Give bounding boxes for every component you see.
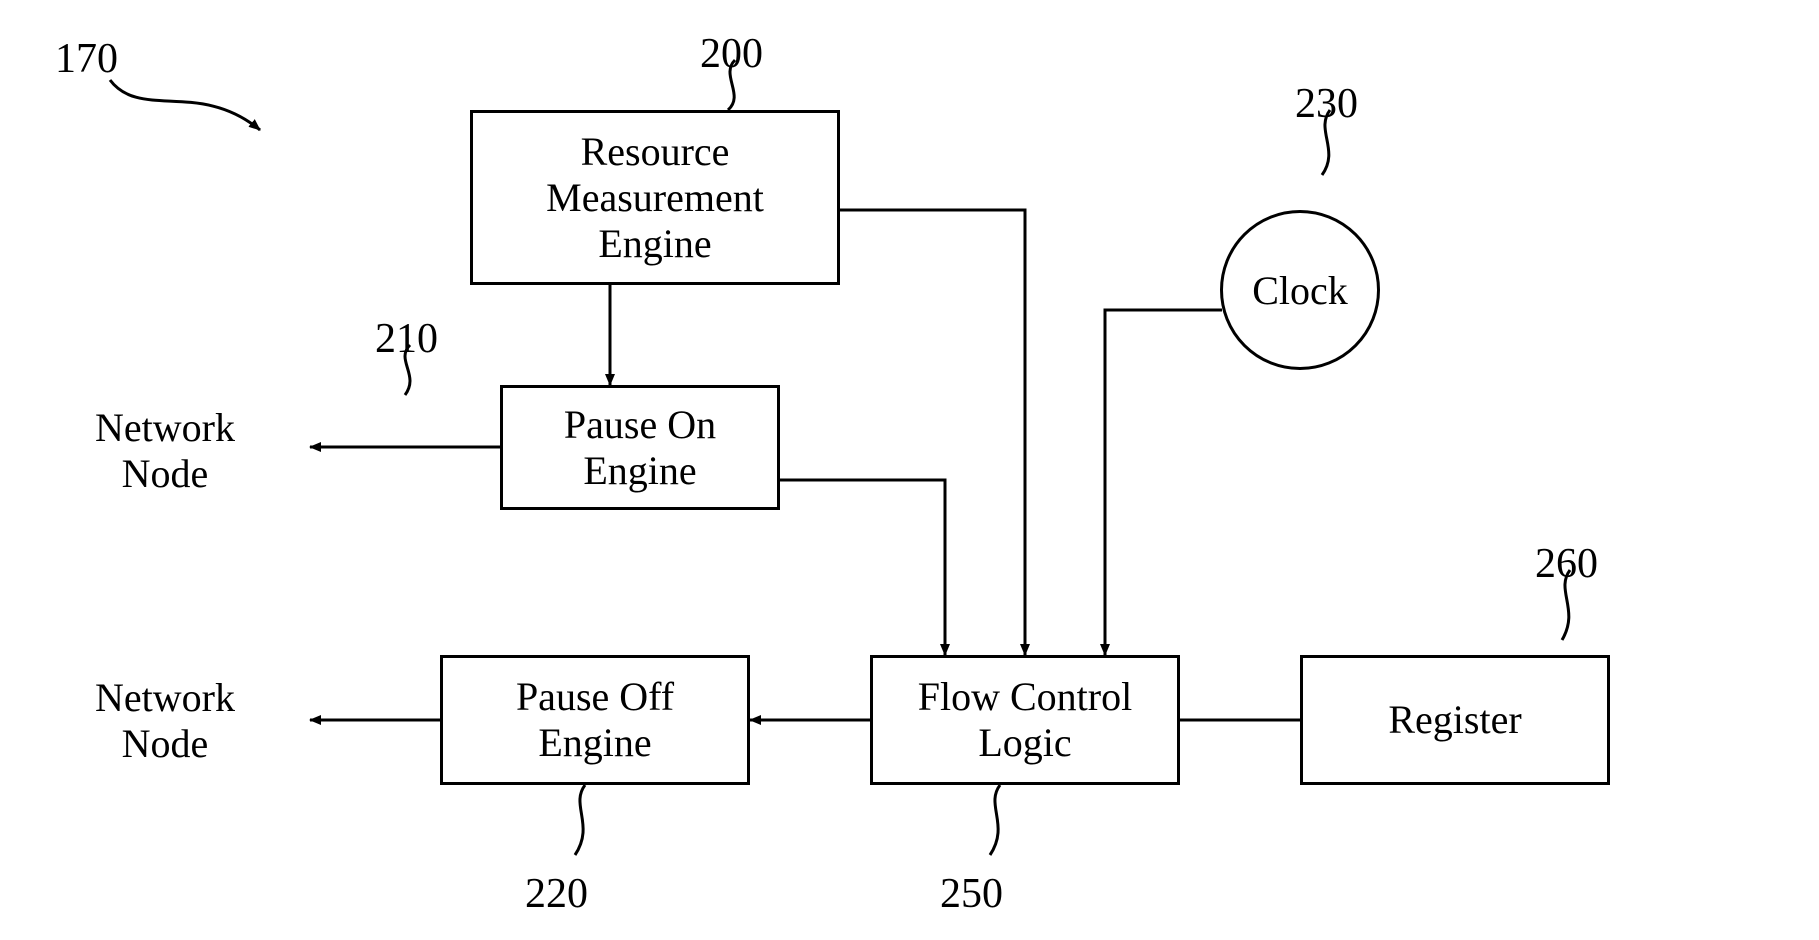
node-register: Register <box>1300 655 1610 785</box>
node-label: Register <box>1388 697 1521 743</box>
ref-250: 250 <box>940 870 1003 918</box>
ref-230: 230 <box>1295 80 1358 128</box>
ref-210: 210 <box>375 315 438 363</box>
ref-text: 170 <box>55 36 118 82</box>
ref-text: 250 <box>940 871 1003 917</box>
node-label: Pause OnEngine <box>564 402 716 494</box>
node-label: ResourceMeasurementEngine <box>546 129 764 267</box>
node-clock: Clock <box>1220 210 1380 370</box>
label-network-node-2: NetworkNode <box>95 675 235 767</box>
node-pause-off-engine: Pause OffEngine <box>440 655 750 785</box>
ref-170: 170 <box>55 35 118 83</box>
node-resource-measurement-engine: ResourceMeasurementEngine <box>470 110 840 285</box>
node-label: Pause OffEngine <box>516 674 674 766</box>
ref-text: 220 <box>525 871 588 917</box>
edge-pauseon-to-flowlogic <box>780 480 945 655</box>
node-label: Flow ControlLogic <box>918 674 1132 766</box>
label-network-node-1: NetworkNode <box>95 405 235 497</box>
squiggle-sq-220 <box>575 785 585 855</box>
ref-200: 200 <box>700 30 763 78</box>
edge-clock-to-flowlogic <box>1105 310 1222 655</box>
squiggle-sq-170 <box>110 80 260 130</box>
ref-260: 260 <box>1535 540 1598 588</box>
ref-220: 220 <box>525 870 588 918</box>
label-text: NetworkNode <box>95 675 235 766</box>
ref-text: 230 <box>1295 81 1358 127</box>
squiggle-sq-250 <box>990 785 1000 855</box>
ref-text: 200 <box>700 31 763 77</box>
edges-overlay <box>0 0 1819 940</box>
node-label: Clock <box>1252 267 1348 314</box>
ref-text: 260 <box>1535 541 1598 587</box>
label-text: NetworkNode <box>95 405 235 496</box>
edge-resource-to-flowlogic <box>840 210 1025 655</box>
node-flow-control-logic: Flow ControlLogic <box>870 655 1180 785</box>
diagram-canvas: ResourceMeasurementEngine Pause OnEngine… <box>0 0 1819 940</box>
ref-text: 210 <box>375 316 438 362</box>
node-pause-on-engine: Pause OnEngine <box>500 385 780 510</box>
